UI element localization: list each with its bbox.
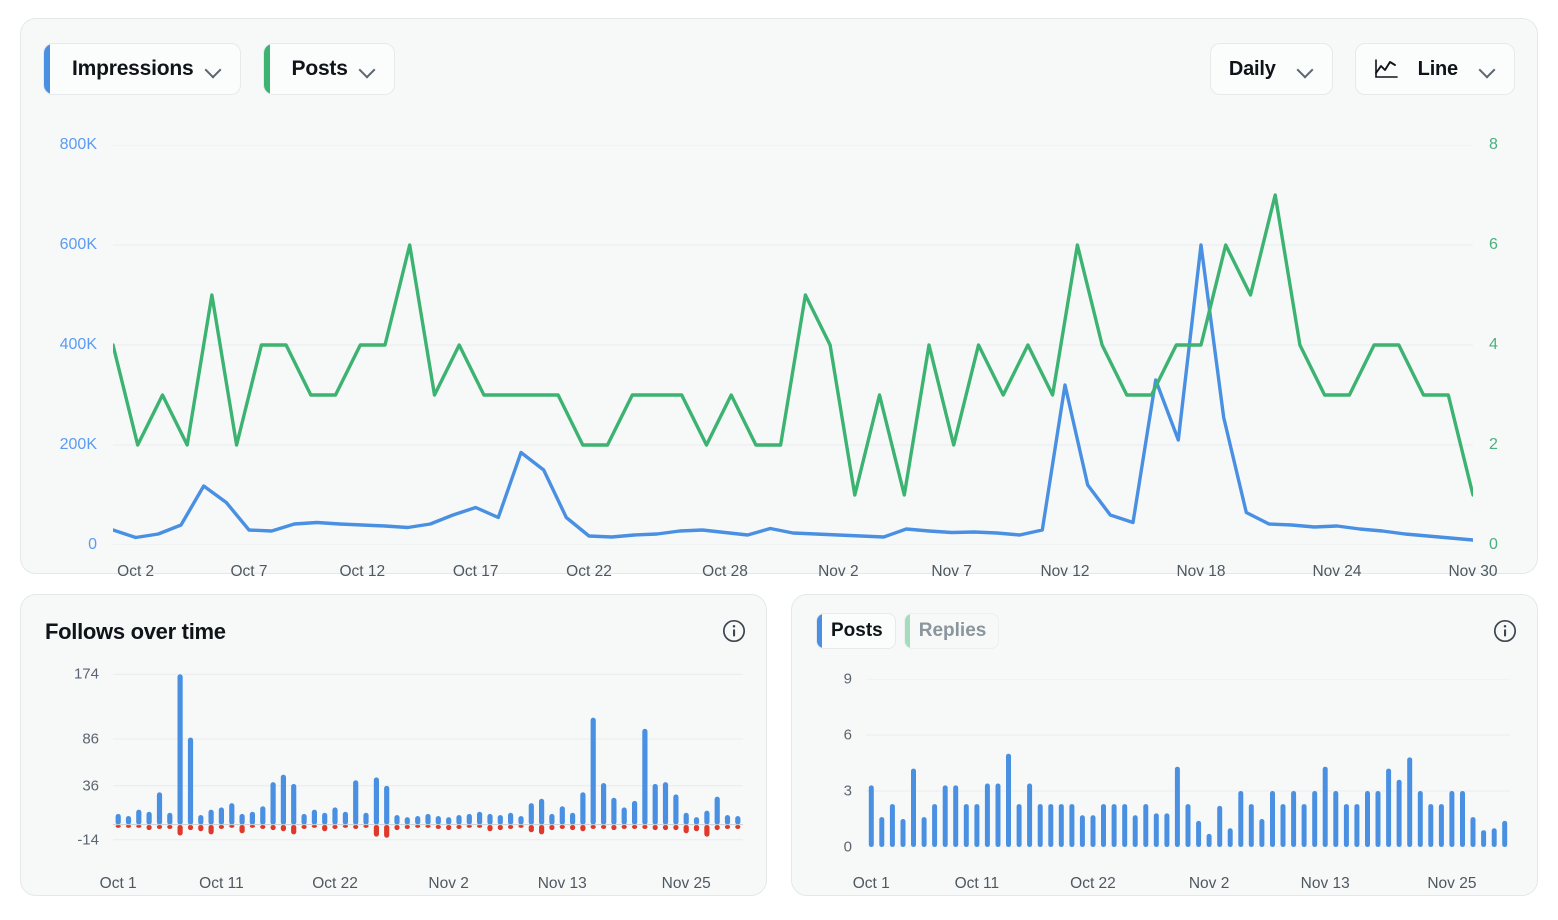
line-chart-icon xyxy=(1374,59,1398,79)
posts-x-tick-label: Nov 25 xyxy=(1427,875,1477,892)
x-axis-tick-label: Nov 24 xyxy=(1312,563,1362,580)
x-axis-tick-label: Nov 2 xyxy=(818,563,859,580)
follows-x-tick-label: Oct 22 xyxy=(312,875,358,892)
x-axis-tick-label: Nov 7 xyxy=(931,563,972,580)
tab-posts[interactable]: Posts xyxy=(816,613,896,649)
x-axis-tick-label: Oct 7 xyxy=(230,563,268,580)
follows-y-tick-label: -14 xyxy=(77,831,99,849)
follows-y-tick-label: 36 xyxy=(82,777,99,795)
posts-x-tick-label: Nov 2 xyxy=(1188,875,1230,892)
toolbar-right-group: Daily Line xyxy=(1209,43,1515,95)
overview-plot-area xyxy=(113,145,1473,545)
x-axis-tick-label: Oct 17 xyxy=(452,563,499,580)
x-axis-tick-label: Oct 28 xyxy=(702,563,748,580)
posts-y-tick-label: 9 xyxy=(843,670,852,688)
x-axis-tick-label: Oct 12 xyxy=(339,563,386,580)
posts-x-tick-label: Oct 1 xyxy=(852,875,890,892)
chevron-down-icon xyxy=(1478,60,1496,78)
bottom-cards-row: Follows over time -14 36 86 174 Oct 1 Oct 11… xyxy=(20,594,1538,896)
posts-plot-area xyxy=(866,679,1510,847)
series-selector-label: Posts xyxy=(291,57,348,80)
follows-x-tick-label: Nov 2 xyxy=(428,875,469,892)
overview-chart-card: Impressions Posts Daily xyxy=(20,18,1538,580)
impressions-color-swatch xyxy=(44,44,50,94)
x-axis-tick-label: Nov 18 xyxy=(1176,563,1226,580)
chart-toolbar: Impressions Posts Daily xyxy=(21,19,1537,119)
chevron-down-icon xyxy=(358,60,376,78)
posts-per-day-card: Posts Replies 0 3 6 9 Oct 1 Oct 11 Oct 22 Nov … xyxy=(791,594,1538,896)
follows-y-tick-label: 174 xyxy=(73,665,99,683)
chart-type-label: Line xyxy=(1417,57,1459,80)
x-axis-tick-label: Oct 22 xyxy=(566,563,612,580)
right-axis-tick-label: 4 xyxy=(1489,336,1498,353)
posts-bar-chart xyxy=(866,679,1510,847)
follows-plot-area xyxy=(113,667,743,847)
left-axis-tick-label: 600K xyxy=(59,236,97,253)
right-axis-tick-label: 0 xyxy=(1489,536,1498,553)
posts-card-tabs: Posts Replies xyxy=(816,613,1000,649)
posts-color-swatch xyxy=(263,44,270,94)
interval-selector-label: Daily xyxy=(1228,57,1276,80)
follows-over-time-card: Follows over time -14 36 86 174 Oct 1 Oct 11… xyxy=(20,594,767,896)
posts-x-tick-label: Oct 22 xyxy=(1070,875,1116,892)
info-icon[interactable] xyxy=(722,619,746,643)
follows-card-title: Follows over time xyxy=(45,619,226,644)
posts-y-tick-label: 6 xyxy=(843,726,852,744)
follows-x-tick-label: Nov 25 xyxy=(661,875,711,892)
tab-replies[interactable]: Replies xyxy=(903,613,1000,649)
replies-color-swatch xyxy=(904,614,910,648)
posts-y-tick-label: 0 xyxy=(843,838,852,856)
posts-x-tick-label: Nov 13 xyxy=(1300,875,1350,892)
x-axis-tick-label: Nov 12 xyxy=(1040,563,1090,580)
right-axis-tick-label: 2 xyxy=(1489,436,1498,453)
follows-x-tick-label: Nov 13 xyxy=(537,875,587,892)
follows-y-tick-label: 86 xyxy=(82,730,99,748)
posts-color-swatch xyxy=(817,614,822,648)
left-axis-tick-label: 0 xyxy=(88,536,97,553)
x-axis-tick-label: Nov 30 xyxy=(1448,563,1498,580)
tab-posts-label: Posts xyxy=(831,620,883,641)
right-axis-tick-label: 6 xyxy=(1489,236,1498,253)
left-axis-tick-label: 800K xyxy=(59,136,97,153)
follows-x-tick-label: Oct 11 xyxy=(199,875,244,892)
interval-selector[interactable]: Daily xyxy=(1209,43,1333,95)
posts-x-tick-label: Oct 11 xyxy=(954,875,1000,892)
chevron-down-icon xyxy=(1296,60,1314,78)
metric-selector-label: Impressions xyxy=(72,57,194,80)
posts-y-tick-label: 3 xyxy=(843,782,852,800)
metric-selector-impressions[interactable]: Impressions xyxy=(43,43,241,95)
x-axis-tick-label: Oct 2 xyxy=(117,563,155,580)
follows-bar-chart xyxy=(113,673,743,841)
left-axis-tick-label: 200K xyxy=(59,436,97,453)
follows-x-tick-label: Oct 1 xyxy=(99,875,137,892)
left-axis-tick-label: 400K xyxy=(59,336,97,353)
chevron-down-icon xyxy=(204,60,222,78)
tab-replies-label: Replies xyxy=(918,620,987,641)
info-icon[interactable] xyxy=(1493,619,1517,643)
metric-selector-posts[interactable]: Posts xyxy=(262,43,395,95)
chart-type-selector[interactable]: Line xyxy=(1354,43,1515,95)
overview-line-chart xyxy=(113,145,1473,545)
right-axis-tick-label: 8 xyxy=(1489,136,1498,153)
